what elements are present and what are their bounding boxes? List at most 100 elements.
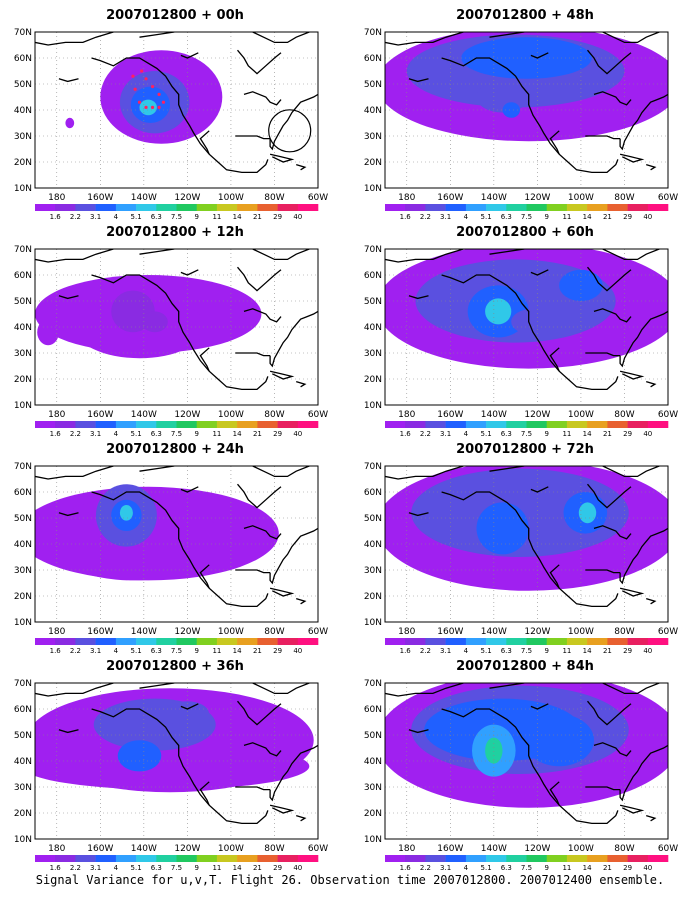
colorbar-swatch	[156, 421, 177, 428]
lon-tick-label: 120W	[174, 627, 200, 637]
coastline	[269, 744, 318, 802]
coastline	[441, 708, 619, 825]
lat-tick-label: 60N	[14, 54, 32, 64]
lon-tick-label: 60W	[658, 410, 678, 420]
map-frame	[34, 682, 319, 840]
colorbar-label: 3.1	[440, 430, 451, 438]
colorbar-swatch	[607, 638, 628, 645]
variance-contour	[476, 502, 529, 555]
lon-tick-label: 160W	[87, 193, 113, 203]
flight-track-point	[150, 105, 155, 109]
colorbar-swatch	[156, 855, 177, 862]
lat-tick-label: 10N	[14, 835, 32, 845]
lat-tick-label: 60N	[14, 705, 32, 715]
colorbar-swatch	[75, 421, 96, 428]
lon-tick-label: 120W	[524, 410, 550, 420]
colorbar-label: 29	[273, 430, 282, 438]
lat-tick-label: 50N	[14, 514, 32, 524]
colorbar-swatch	[237, 204, 258, 211]
map-panel-48h: 2007012800 + 48h 70N 60N 50N 40N 30N 20N 10N 18…	[355, 8, 695, 223]
coastline	[199, 347, 210, 372]
colorbar-label: 1.6	[400, 430, 412, 438]
lon-tick-label: 180	[398, 410, 415, 420]
colorbar-swatch	[297, 855, 319, 862]
colorbar-swatch	[506, 855, 527, 862]
colorbar-swatch	[587, 855, 608, 862]
lon-tick-label: 60W	[658, 844, 678, 854]
lat-tick-label: 60N	[14, 271, 32, 281]
flight-track-point	[144, 77, 148, 81]
colorbar-label: 2.2	[70, 647, 81, 655]
flight-track-point	[150, 85, 155, 89]
lon-tick-label: 60W	[658, 193, 678, 203]
colorbar-label: 4	[114, 864, 119, 872]
coastline	[602, 466, 660, 478]
panel-title: 2007012800 + 12h	[106, 225, 244, 240]
lat-tick-label: 60N	[14, 488, 32, 498]
colorbar-label: 9	[194, 430, 198, 438]
colorbar-label: 6.3	[151, 647, 162, 655]
colorbar-label: 21	[603, 647, 612, 655]
colorbar-label: 14	[583, 213, 592, 221]
coastline	[619, 804, 645, 814]
colorbar-swatch	[95, 638, 117, 645]
colorbar-swatch	[176, 855, 197, 862]
coastline	[408, 78, 429, 83]
coastline	[646, 380, 657, 388]
lat-tick-label: 60N	[364, 488, 382, 498]
lon-tick-label: 120W	[524, 193, 550, 203]
coastline	[619, 370, 645, 380]
colorbar-label: 21	[253, 213, 262, 221]
lon-tick-label: 80W	[264, 627, 284, 637]
lon-tick-label: 120W	[174, 410, 200, 420]
colorbar-label: 11	[562, 647, 571, 655]
coastline	[180, 486, 199, 493]
colorbar-label: 3.1	[440, 213, 451, 221]
lat-tick-label: 30N	[364, 349, 382, 359]
coastline	[35, 32, 114, 46]
lon-tick-label: 140W	[131, 627, 157, 637]
colorbar-swatch	[647, 421, 669, 428]
lon-tick-label: 140W	[131, 844, 157, 854]
lat-tick-label: 20N	[364, 809, 382, 819]
colorbar-label: 6.3	[151, 213, 162, 221]
colorbar-label: 3.1	[90, 430, 101, 438]
map-frame	[384, 31, 669, 189]
colorbar-swatch	[277, 204, 299, 211]
colorbar-swatch	[257, 855, 278, 862]
lat-tick-label: 50N	[14, 297, 32, 307]
colorbar-swatch	[627, 855, 649, 862]
colorbar-swatch	[546, 638, 568, 645]
colorbar-swatch	[297, 638, 319, 645]
flight-track-point	[144, 105, 148, 109]
colorbar-swatch	[506, 421, 527, 428]
variance-field	[35, 466, 318, 622]
lat-tick-label: 30N	[364, 132, 382, 142]
variance-contour	[511, 308, 555, 335]
coastline	[252, 683, 310, 695]
colorbar-label: 2.2	[420, 864, 431, 872]
lat-tick-label: 30N	[14, 566, 32, 576]
colorbar-swatch	[425, 638, 446, 645]
colorbar-swatch	[506, 204, 527, 211]
lon-tick-label: 160W	[437, 193, 463, 203]
coastline	[646, 597, 657, 605]
lat-tick-label: 50N	[14, 731, 32, 741]
coastline	[269, 804, 295, 814]
colorbar-label: 5.1	[131, 213, 142, 221]
coastline	[237, 700, 282, 726]
variance-field	[385, 32, 668, 188]
coastline	[252, 249, 310, 261]
colorbar-swatch	[385, 421, 406, 428]
colorbar-label: 14	[233, 430, 242, 438]
colorbar-label: 14	[583, 430, 592, 438]
coastline	[199, 130, 210, 155]
colorbar-swatch	[156, 204, 177, 211]
coastline	[269, 93, 318, 151]
colorbar-swatch	[136, 855, 157, 862]
colorbar-label: 11	[212, 647, 221, 655]
colorbar-label: 6.3	[501, 647, 512, 655]
lon-tick-label: 60W	[308, 193, 328, 203]
colorbar-swatch	[297, 421, 319, 428]
lon-tick-label: 60W	[308, 627, 328, 637]
